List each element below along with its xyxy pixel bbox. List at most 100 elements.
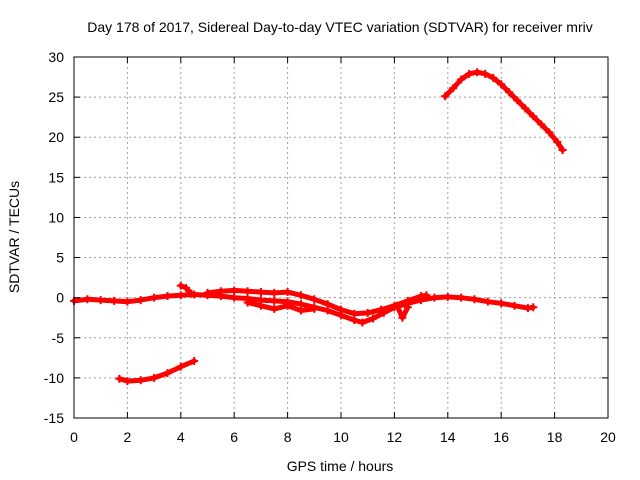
y-tick-label: 0 — [56, 290, 64, 306]
data-point — [136, 296, 145, 305]
data-point — [537, 120, 546, 129]
data-point — [377, 305, 386, 314]
data-point — [470, 295, 479, 304]
data-point — [187, 289, 196, 298]
chart-title: Day 178 of 2017, Sidereal Day-to-day VTE… — [87, 19, 592, 35]
data-point — [176, 291, 185, 300]
data-point — [176, 281, 185, 290]
data-point — [270, 288, 279, 297]
y-tick-label: 5 — [56, 250, 64, 266]
data-point — [243, 287, 252, 296]
data-point — [323, 300, 332, 309]
x-tick-label: 12 — [387, 429, 403, 445]
data-point — [190, 357, 199, 366]
data-point — [150, 373, 159, 382]
data-point — [545, 128, 554, 137]
data-point — [449, 84, 458, 93]
data-point — [270, 296, 279, 305]
data-point — [497, 80, 506, 89]
x-tick-label: 4 — [177, 429, 185, 445]
data-point — [513, 96, 522, 105]
x-tick-label: 8 — [284, 429, 292, 445]
grid — [74, 57, 608, 418]
data-point — [96, 296, 105, 305]
data-point — [203, 288, 212, 297]
data-point — [497, 299, 506, 308]
data-point — [510, 301, 519, 310]
data-point — [123, 377, 132, 386]
data-point — [182, 284, 191, 293]
x-tick-label: 0 — [70, 429, 78, 445]
x-tick-label: 14 — [440, 429, 456, 445]
y-tick-label: 20 — [48, 129, 64, 145]
data-point — [505, 88, 514, 97]
y-tick-label: -15 — [44, 410, 64, 426]
data-point — [310, 295, 319, 304]
tick-labels: 0 2 4 6 8 10 12 14 16 18 20 -15 -10 -5 0 5 10 15 20 25 30 — [44, 49, 616, 445]
data-point — [230, 286, 239, 295]
y-tick-label: -5 — [52, 330, 65, 346]
data-point — [441, 92, 450, 101]
data-point — [150, 293, 159, 302]
data-point — [115, 374, 124, 383]
data-point — [283, 288, 292, 297]
data-point — [489, 73, 498, 82]
x-tick-label: 18 — [547, 429, 563, 445]
x-axis-label: GPS time / hours — [287, 458, 394, 474]
data-point — [176, 362, 185, 371]
data-point — [163, 292, 172, 301]
y-axis-label: SDTVAR / TECUs — [6, 181, 22, 293]
x-tick-label: 20 — [600, 429, 616, 445]
data-point — [216, 287, 225, 296]
data-point — [163, 369, 172, 378]
data-point — [529, 303, 538, 312]
plot-area — [70, 68, 567, 386]
x-tick-label: 16 — [493, 429, 509, 445]
x-tick-label: 6 — [230, 429, 238, 445]
data-point — [350, 309, 359, 318]
series-segment-high — [442, 69, 566, 153]
data-point — [521, 104, 530, 113]
y-tick-label: 25 — [48, 89, 64, 105]
data-point — [256, 301, 265, 310]
data-point — [398, 313, 407, 322]
data-point — [457, 293, 466, 302]
data-point — [243, 298, 252, 307]
data-point — [256, 288, 265, 297]
data-point — [230, 293, 239, 302]
data-point — [296, 291, 305, 300]
data-point — [483, 297, 492, 306]
data-point — [465, 69, 474, 78]
data-point — [481, 69, 490, 78]
data-point — [553, 138, 562, 147]
y-tick-label: -10 — [44, 370, 64, 386]
y-tick-label: 15 — [48, 169, 64, 185]
y-tick-label: 10 — [48, 209, 64, 225]
data-point — [430, 293, 439, 302]
x-tick-label: 2 — [124, 429, 132, 445]
data-point — [443, 292, 452, 301]
data-point — [310, 304, 319, 313]
data-point — [369, 314, 378, 323]
data-point — [457, 75, 466, 84]
data-point — [123, 297, 132, 306]
data-point — [558, 146, 567, 155]
data-point — [358, 318, 367, 327]
data-point — [393, 301, 402, 310]
data-point — [422, 291, 431, 300]
data-point — [529, 112, 538, 121]
data-point — [270, 304, 279, 313]
data-point — [337, 305, 345, 314]
data-point — [110, 296, 119, 305]
data-point — [136, 376, 145, 385]
data-point — [363, 308, 372, 317]
data-point — [403, 303, 412, 312]
x-tick-label: 10 — [333, 429, 349, 445]
y-tick-label: 30 — [48, 49, 64, 65]
data-point — [296, 306, 305, 315]
data-point — [473, 68, 482, 77]
data-point — [283, 301, 292, 310]
data-point — [83, 295, 92, 304]
